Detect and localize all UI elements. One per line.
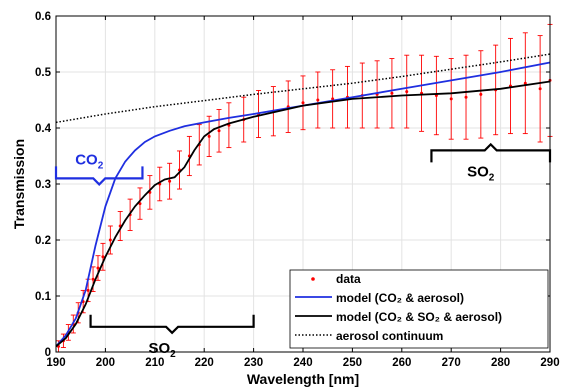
annotation-bracket [430,142,552,163]
aerosol-continuum-line [55,53,551,124]
x-axis-title: Wavelength [nm] [247,371,359,387]
y-axis-title: Transmission [11,139,27,229]
x-tick-label: 240 [293,357,312,369]
annotation-bracket [89,314,255,335]
model-co2-aerosol-line [55,61,551,347]
annotation-label: SO2 [467,163,495,183]
x-tick-label: 290 [540,357,559,369]
annotation-label: CO2 [75,151,104,171]
data-point [168,179,172,183]
y-tick-label: 0 [45,347,51,359]
data-point [479,92,483,96]
data-point [91,277,95,281]
annotation-label: SO2 [148,340,176,360]
y-tick-label: 0.1 [35,291,52,303]
data-point [523,81,527,85]
data-point [101,255,105,259]
annotation-label-subscript: 2 [98,160,104,171]
data-point [316,98,320,102]
data-point [464,95,468,99]
x-tick-label: 190 [46,357,65,369]
x-tick-label: 210 [145,357,164,369]
y-tick-label: 0.5 [35,67,52,79]
series-layer [55,23,553,353]
data-point [405,90,409,94]
data-point [207,134,211,138]
legend-entry-label: model (CO₂ & aerosol) [336,291,464,305]
annotation-bracket [54,166,144,186]
axis-ticks: 190 200 210 220 230 240 250 260 270 280 290 0 0.1 0.2… [35,11,560,369]
x-tick-label: 230 [244,357,263,369]
legend-box [289,269,549,349]
y-tick-label: 0.3 [35,179,51,191]
legend-swatch-data [311,277,315,281]
data-point [301,101,305,105]
y-tick-label: 0.2 [35,235,51,247]
x-tick-label: 260 [392,357,411,369]
annotation-label-subscript: 2 [489,172,495,183]
data-point [108,238,112,242]
annotation-label-subscript: 2 [170,349,176,360]
legend-entry-label: model (CO₂ & SO₂ & aerosol) [336,310,502,324]
x-tick-label: 220 [195,357,214,369]
data-point [538,87,542,91]
data-point [449,97,453,101]
data-point [217,129,221,133]
legend-entry-label: aerosol continuum [336,329,443,343]
x-tick-label: 200 [96,357,115,369]
legend: data model (CO₂ & aerosol) model (CO₂ & SO… [289,269,549,349]
x-tick-label: 250 [343,357,362,369]
x-tick-label: 270 [442,357,461,369]
data-point [96,266,100,270]
y-tick-label: 0.6 [35,11,51,23]
data-point [86,288,90,292]
x-tick-label: 280 [491,357,510,369]
legend-entry-label: data [336,272,361,286]
y-tick-label: 0.4 [35,123,52,135]
data-point [390,91,394,95]
model-co2-so2-aerosol-line [55,80,551,348]
region-annotations: CO2 SO2 SO2 [54,142,552,360]
